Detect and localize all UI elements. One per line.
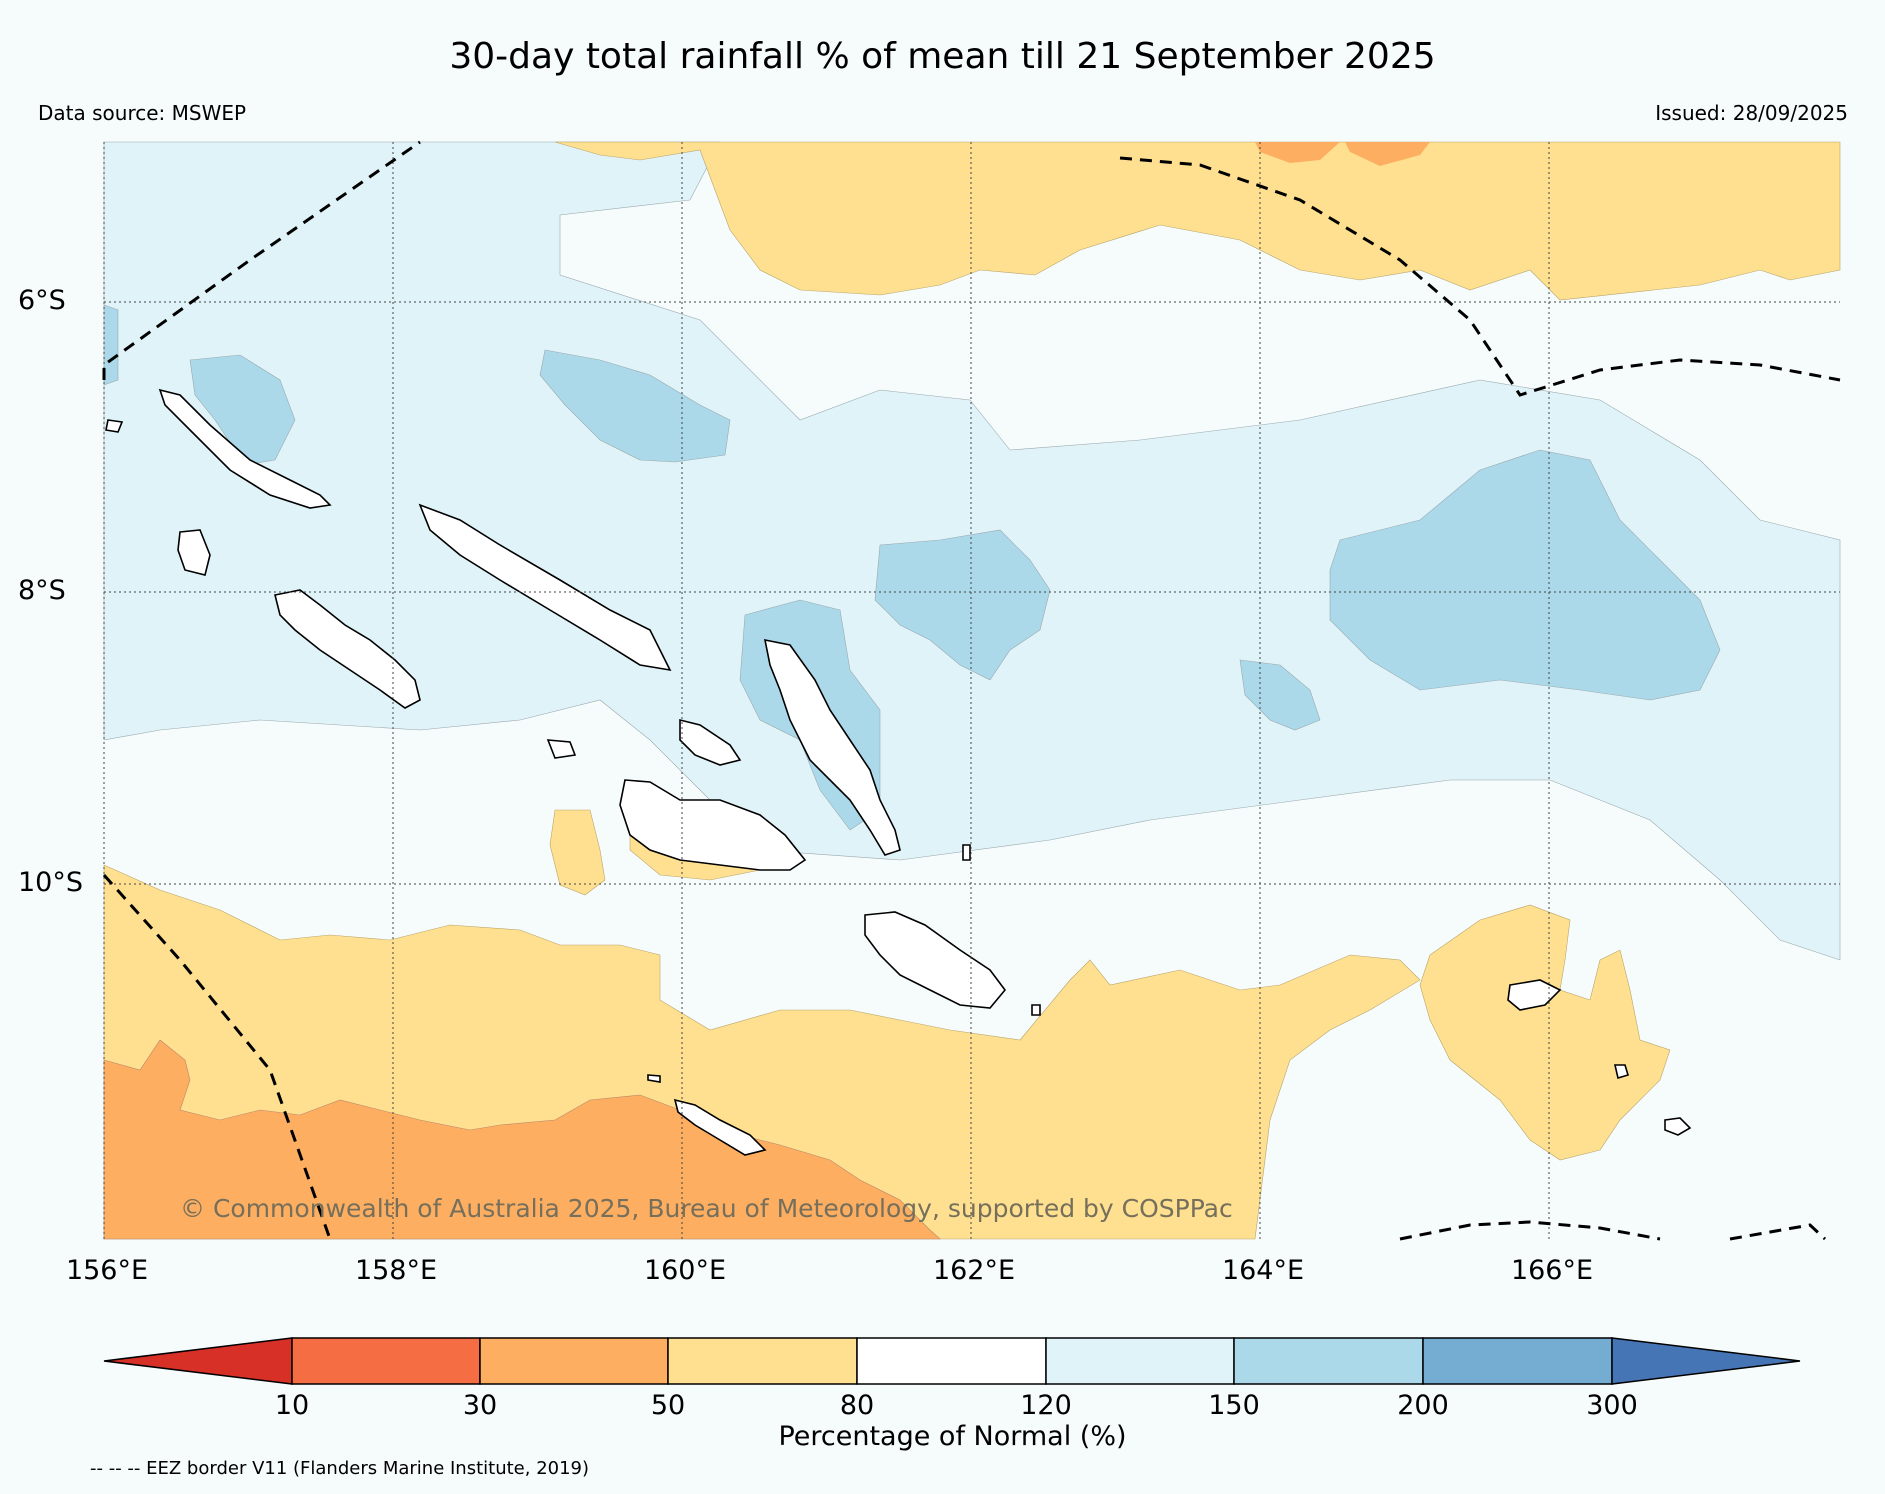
dry-region-30-50 — [1345, 142, 1430, 166]
island-bellona — [647, 1074, 661, 1083]
wet-region-150-200 — [1329, 449, 1721, 701]
colorbar-tick-label: 30 — [462, 1390, 498, 1421]
lon-tick-label: 160°E — [643, 1255, 727, 1286]
island-choiseul — [158, 388, 332, 509]
wet-region-150-200 — [189, 354, 296, 466]
island-guadalcanal — [619, 779, 807, 871]
eez-legend-note: -- -- -- EEZ border V11 (Flanders Marine… — [90, 1458, 590, 1479]
colorbar-tick-label: 200 — [1397, 1390, 1449, 1421]
island-santa-ana — [1031, 1004, 1041, 1016]
lat-tick-label: 6°S — [18, 285, 66, 316]
dry-region-30-50 — [1255, 142, 1340, 163]
lon-tick-label: 162°E — [932, 1255, 1016, 1286]
island-santa-isabel — [418, 503, 672, 672]
lon-tick-label: 156°E — [65, 1255, 149, 1286]
copyright-notice: © Commonwealth of Australia 2025, Bureau… — [180, 1194, 1233, 1223]
colorbar-title: Percentage of Normal (%) — [778, 1421, 1127, 1452]
island-makira — [864, 911, 1007, 1009]
island-new-georgia-2 — [177, 529, 211, 576]
island-new-georgia — [274, 589, 421, 709]
wet-region-150-200 — [103, 304, 119, 386]
colorbar-bin — [1045, 1337, 1235, 1385]
colorbar — [103, 1337, 1801, 1385]
colorbar-bin — [856, 1337, 1047, 1385]
colorbar-tick-label: 80 — [839, 1390, 875, 1421]
colorbar-bin — [291, 1337, 481, 1385]
dry-region-50-80 — [549, 809, 606, 896]
dry-region-50-80 — [554, 141, 1841, 301]
dry-region-50-80 — [1419, 904, 1671, 1161]
island-russell — [546, 739, 577, 759]
island-ndeni — [1507, 979, 1562, 1011]
colorbar-tick-label: 10 — [274, 1390, 310, 1421]
lon-tick-label: 158°E — [354, 1255, 438, 1286]
colorbar-tick-label: 150 — [1208, 1390, 1260, 1421]
issued-date: Issued: 28/09/2025 — [1655, 101, 1848, 125]
islands — [105, 388, 1692, 1156]
colorbar-tick-label: 120 — [1020, 1390, 1072, 1421]
colorbar-tick-label: 300 — [1586, 1390, 1638, 1421]
colorbar-extend-high — [1611, 1337, 1801, 1385]
lon-tick-label: 166°E — [1510, 1255, 1594, 1286]
island-malaita — [763, 638, 901, 856]
island-rennell — [673, 1098, 767, 1156]
lat-tick-label: 10°S — [18, 867, 83, 898]
colorbar-extend-low — [103, 1337, 293, 1385]
island-ulawa — [962, 844, 971, 861]
colorbar-bin — [1233, 1337, 1424, 1385]
island-tikopia — [1664, 1117, 1692, 1136]
wet-region-150-200 — [874, 529, 1051, 681]
colorbar-bin — [479, 1337, 669, 1385]
lat-tick-label: 8°S — [18, 575, 66, 606]
eez-borders — [102, 140, 1841, 1241]
data-source: Data source: MSWEP — [38, 101, 247, 125]
graticule — [103, 142, 1840, 1239]
lon-tick-label: 164°E — [1221, 1255, 1305, 1286]
map-title: 30-day total rainfall % of mean till 21 … — [449, 36, 1436, 77]
island-vanikoro — [1613, 1064, 1629, 1080]
colorbar-bin — [667, 1337, 858, 1385]
colorbar-bin — [1422, 1337, 1613, 1385]
colorbar-tick-label: 50 — [650, 1390, 686, 1421]
island-shortland — [105, 419, 124, 433]
